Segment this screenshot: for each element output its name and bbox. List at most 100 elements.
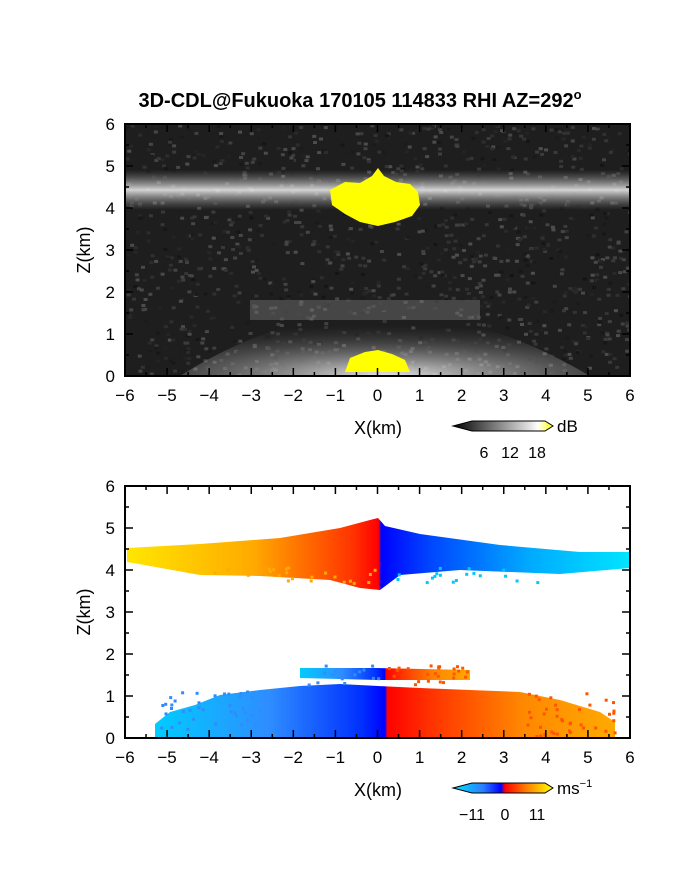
velocity-speck (552, 732, 556, 735)
noise-speck (563, 353, 568, 357)
noise-speck (525, 281, 530, 285)
noise-speck (186, 155, 191, 159)
noise-speck (579, 167, 584, 171)
noise-speck (455, 311, 460, 315)
noise-speck (552, 284, 557, 288)
noise-speck (362, 156, 367, 160)
velocity-speck (246, 690, 250, 694)
noise-speck (612, 271, 617, 275)
noise-speck (399, 164, 404, 168)
noise-speck (341, 258, 346, 262)
noise-speck (396, 286, 401, 290)
noise-speck (421, 265, 426, 268)
noise-speck (627, 282, 630, 286)
noise-speck (572, 340, 576, 344)
noise-speck (386, 297, 391, 301)
velocity-speck (170, 703, 174, 707)
noise-speck (165, 154, 170, 158)
noise-speck (608, 281, 613, 285)
noise-speck (434, 224, 439, 228)
noise-speck (194, 292, 199, 296)
intensity-colorbar-tick-18: 18 (528, 445, 546, 462)
noise-speck (483, 253, 488, 257)
noise-speck (613, 256, 617, 260)
noise-speck (229, 223, 234, 227)
noise-speck (281, 166, 286, 170)
noise-speck (168, 263, 173, 267)
noise-speck (309, 317, 314, 321)
velocity-speck (438, 566, 442, 570)
noise-speck (459, 243, 464, 247)
noise-speck (368, 224, 373, 228)
noise-speck (482, 164, 487, 167)
noise-speck (187, 332, 192, 336)
noise-speck (131, 158, 136, 162)
noise-speck (177, 255, 182, 259)
noise-speck (470, 254, 474, 258)
velocity-speck (502, 568, 506, 572)
noise-speck (128, 315, 133, 319)
noise-speck (576, 302, 581, 305)
noise-speck (150, 338, 155, 342)
velocity-y-tick-label: 4 (106, 561, 115, 580)
noise-speck (396, 222, 401, 226)
noise-speck (607, 245, 612, 249)
noise-speck (522, 137, 527, 141)
noise-speck (384, 165, 389, 169)
noise-speck (300, 225, 305, 229)
noise-speck (300, 262, 305, 266)
noise-speck (576, 149, 581, 152)
noise-speck (512, 290, 517, 294)
noise-speck (220, 139, 224, 143)
noise-speck (347, 256, 352, 260)
noise-speck (408, 131, 413, 135)
noise-speck (294, 131, 299, 135)
noise-speck (426, 127, 431, 131)
velocity-speck (233, 711, 237, 715)
velocity-speck (213, 571, 217, 575)
velocity-x-tick-label: −5 (157, 748, 176, 767)
noise-speck (465, 287, 469, 291)
noise-speck (476, 250, 480, 254)
velocity-speck (613, 731, 617, 735)
noise-speck (155, 286, 160, 290)
noise-speck (437, 271, 442, 275)
noise-speck (256, 128, 261, 132)
noise-speck (486, 304, 491, 308)
velocity-speck (451, 580, 455, 584)
velocity-speck (340, 677, 344, 681)
noise-speck (625, 324, 630, 328)
noise-speck (391, 293, 396, 297)
noise-speck (186, 127, 191, 131)
noise-speck (625, 266, 630, 270)
noise-speck (178, 124, 183, 128)
noise-speck (366, 158, 371, 162)
noise-speck (595, 127, 600, 131)
noise-speck (539, 213, 544, 217)
velocity-speck (396, 578, 400, 581)
noise-speck (352, 312, 357, 315)
noise-speck (603, 341, 608, 345)
noise-speck (539, 328, 544, 332)
velocity-speck (438, 680, 442, 684)
noise-speck (497, 293, 502, 297)
noise-speck (493, 130, 498, 134)
velocity-speck (433, 574, 437, 578)
noise-speck (564, 236, 569, 240)
noise-speck (481, 234, 486, 238)
noise-speck (595, 273, 600, 277)
velocity-x-tick-label: 5 (583, 748, 592, 767)
noise-speck (254, 305, 259, 309)
noise-speck (360, 273, 365, 277)
noise-speck (238, 130, 242, 134)
noise-speck (299, 233, 304, 237)
noise-speck (461, 150, 466, 154)
noise-speck (471, 137, 476, 140)
velocity-speck (435, 572, 439, 576)
noise-speck (227, 218, 232, 222)
velocity-speck (272, 568, 275, 572)
noise-speck (362, 292, 367, 296)
noise-speck (350, 166, 355, 170)
noise-speck (559, 165, 564, 168)
noise-speck (605, 333, 610, 337)
